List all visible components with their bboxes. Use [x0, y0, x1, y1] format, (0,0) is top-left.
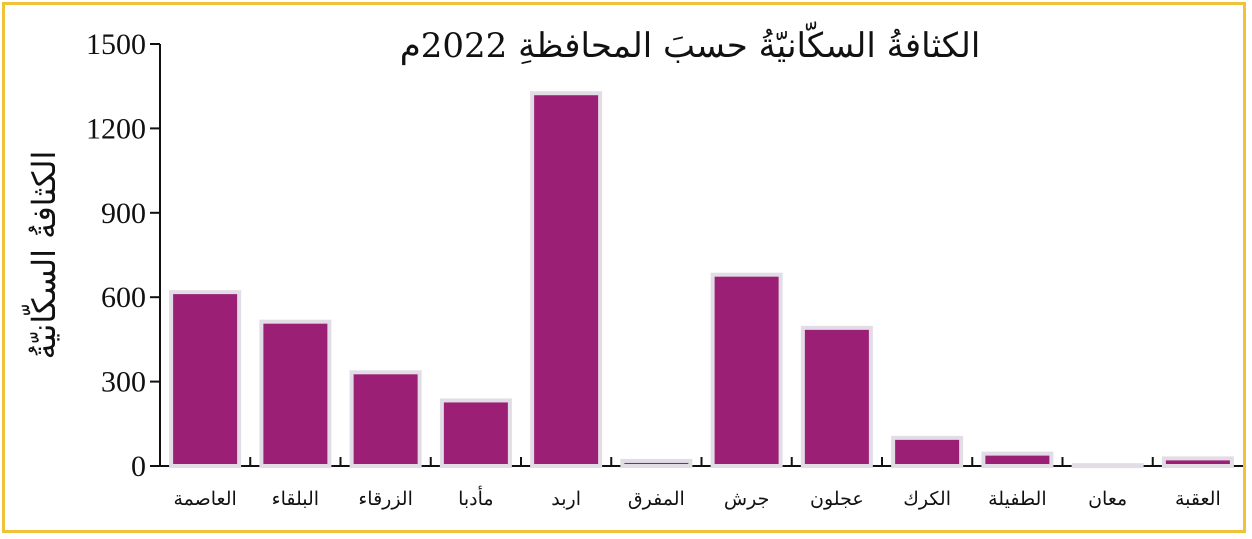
- x-tick-label: الزرقاء: [358, 488, 413, 510]
- y-tick-label: 600: [101, 281, 146, 314]
- y-tick-label: 0: [131, 450, 146, 483]
- bar: [891, 435, 964, 469]
- bar: [169, 290, 242, 468]
- x-tick-label: البلقاء: [272, 488, 319, 510]
- bar: [1071, 463, 1144, 469]
- y-tick-labels: 0 300 600 900 1200 1500: [86, 28, 146, 483]
- bar: [981, 451, 1054, 469]
- y-tick-label: 1500: [86, 28, 146, 61]
- y-tick-label: 300: [101, 366, 146, 399]
- bar: [259, 319, 332, 468]
- axes: [150, 43, 1243, 467]
- bar: [800, 325, 873, 468]
- x-tick-labels: العاصمة البلقاء الزرقاء مأدبا اربد المفرق جرش ع…: [173, 485, 1220, 510]
- bar: [439, 398, 512, 469]
- x-tick-label: الطفيلة: [988, 488, 1046, 510]
- y-tick-label: 900: [101, 197, 146, 230]
- bar: [349, 370, 422, 469]
- y-tick-label: 1200: [86, 112, 146, 145]
- x-tick-label: الكرك: [903, 488, 951, 510]
- bar: [620, 458, 693, 469]
- chart-title: الكثافةُ السكّانيّةُ حسبَ المحافظةِ 2022…: [400, 21, 981, 66]
- x-tick-label: مأدبا: [458, 485, 494, 510]
- x-tick-label: اربد: [551, 488, 581, 510]
- bar: [530, 91, 603, 468]
- y-axis-label: الكثافةُ السكّانيّةُ: [22, 151, 63, 360]
- x-tick-label: عجلون: [810, 488, 864, 510]
- bar: [710, 272, 783, 468]
- x-tick-label: معان: [1088, 488, 1127, 510]
- x-tick-label: العاصمة: [173, 488, 236, 510]
- x-tick-label: العقبة: [1175, 488, 1221, 510]
- x-tick-label: المفرق: [628, 488, 685, 510]
- bar: [1161, 456, 1234, 468]
- bars: [169, 91, 1234, 469]
- x-tick-label: جرش: [724, 488, 769, 510]
